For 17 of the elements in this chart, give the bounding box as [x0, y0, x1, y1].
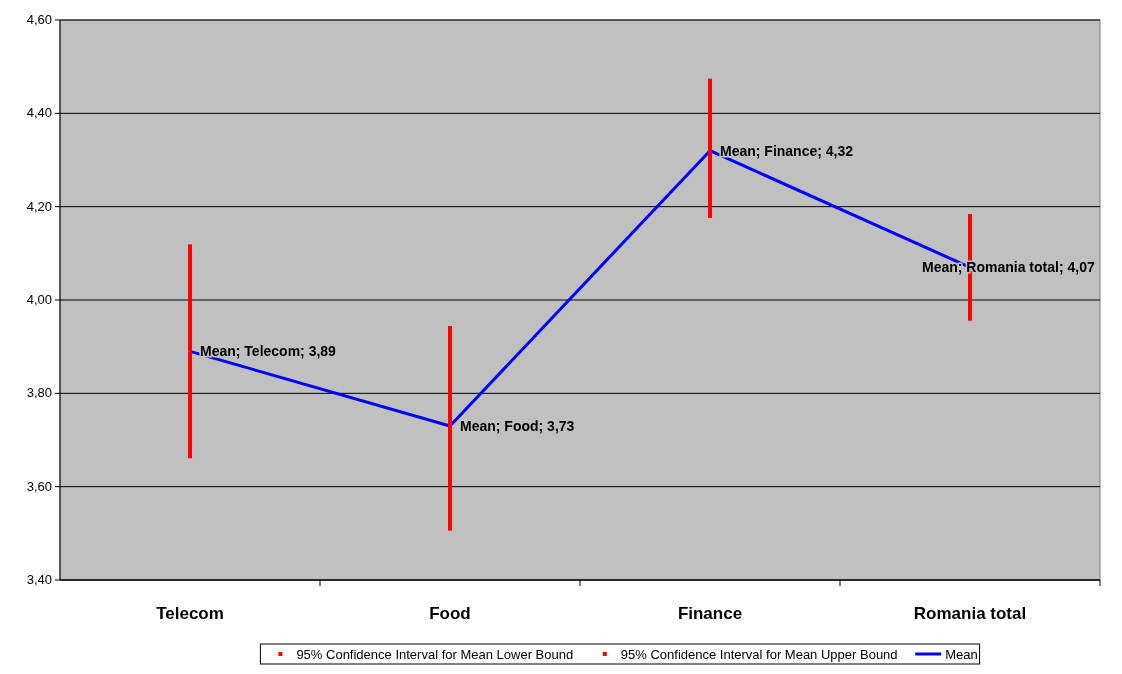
x-tick-label: Telecom — [156, 604, 224, 623]
y-tick-label: 3,40 — [26, 572, 52, 587]
y-tick-label: 3,80 — [26, 385, 52, 401]
y-tick-label: 4,00 — [26, 292, 52, 307]
legend-label: Mean — [945, 647, 978, 662]
y-tick-label: 4,40 — [26, 105, 52, 121]
x-tick-label: Finance — [677, 604, 743, 623]
x-tick-label: Romania total — [913, 604, 1027, 623]
data-label: Mean; Telecom; 3,89 — [200, 343, 337, 360]
legend-label: 95% Confidence Interval for Mean Lower Bound — [296, 647, 574, 662]
legend-label: 95% Confidence Interval for Mean Upper Bound — [620, 647, 898, 662]
x-tick-label: Food — [429, 604, 471, 623]
y-tick-label: 4,60 — [26, 12, 52, 27]
y-tick-label: 4,20 — [26, 198, 52, 214]
data-label: Mean; Food; 3,73 — [460, 418, 575, 434]
data-label: Mean; Finance; 4,32 — [720, 142, 854, 159]
y-tick-label: 3,60 — [26, 478, 52, 494]
